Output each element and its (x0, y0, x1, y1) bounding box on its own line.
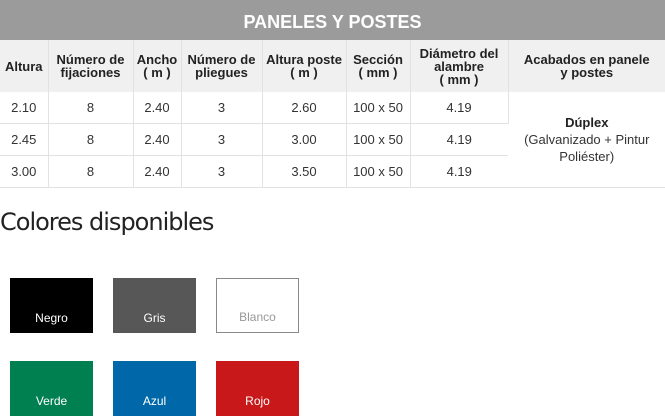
table-cell: 3.00 (262, 123, 347, 156)
header-line: Sección (353, 52, 403, 67)
table-row: 2.10 8 2.40 3 2.60 100 x 50 4.19 Dúplex (Galvani… (0, 92, 665, 188)
table-cell: 8 (48, 123, 134, 156)
header-line: ( mm ) (358, 65, 398, 80)
table-cell: 100 x 50 (346, 92, 411, 124)
table-cell: 2.40 (133, 155, 182, 188)
column-header: Diámetro del alambre( mm ) (410, 40, 509, 92)
swatch-label: Rojo (245, 394, 270, 408)
table-row: 2.45 8 2.40 3 3.00 100 x 50 4.19 (0, 123, 665, 156)
header-line: Número de (187, 52, 256, 67)
colors-heading: Colores disponibles (0, 208, 214, 236)
swatch-label: Verde (35, 394, 68, 408)
table-cell: 2.45 (0, 123, 49, 156)
table-cell: 3 (181, 92, 263, 124)
column-header: Acabados en panele y postes (508, 40, 665, 92)
header-line: Altura poste (266, 52, 342, 67)
table-cell: 3 (181, 123, 263, 156)
color-swatch-azul: Azul (113, 361, 196, 416)
table-row: 3.00 8 2.40 3 3.50 100 x 50 4.19 (0, 155, 665, 188)
table-cell: 2.10 (0, 92, 49, 124)
column-header: Sección( mm ) (346, 40, 411, 92)
header-line: Altura (4, 58, 43, 74)
header-line: fijaciones (60, 65, 121, 80)
specs-table: Altura Número de fijaciones Ancho( m ) Númer… (0, 40, 665, 188)
header-line: pliegues (195, 65, 248, 80)
swatch-label: Blanco (239, 310, 276, 324)
swatch-label: Gris (143, 311, 166, 325)
color-swatch-rojo: Rojo (216, 361, 299, 416)
column-header: Altura (0, 40, 49, 92)
swatch-label: Azul (142, 394, 167, 408)
table-cell: 3.00 (0, 155, 49, 188)
color-swatch-verde: Verde (10, 361, 93, 416)
header-line: Número de (56, 52, 125, 67)
color-swatch-blanco: Blanco (216, 278, 299, 333)
color-swatch-negro: Negro (10, 278, 93, 333)
finish-line: Poliéster) (559, 149, 615, 164)
finish-cell: Dúplex (Galvanizado + Pintur Poliéster) (508, 92, 665, 188)
swatch-label: Negro (35, 311, 68, 325)
table-cell: 8 (48, 92, 134, 124)
table-title: PANELES Y POSTES (0, 0, 665, 40)
table-cell: 4.19 (410, 155, 508, 188)
header-line: ( m ) (143, 65, 171, 80)
column-header: Ancho( m ) (133, 40, 182, 92)
finish-title: Dúplex (565, 115, 609, 130)
table-cell: 2.40 (133, 123, 182, 156)
table-cell: 2.40 (133, 92, 182, 124)
column-header: Número de fijaciones (48, 40, 134, 92)
table-cell: 8 (48, 155, 134, 188)
column-header: Número de pliegues (181, 40, 263, 92)
header-line: Diámetro del (419, 45, 499, 61)
table-cell: 100 x 50 (346, 155, 411, 188)
finish-line: (Galvanizado + Pintur (524, 132, 650, 147)
header-line: ( m ) (290, 65, 318, 80)
column-header: Altura poste( m ) (262, 40, 347, 92)
table-cell: 4.19 (410, 92, 509, 124)
header-line: y postes (560, 65, 614, 80)
header-line: Ancho (136, 52, 178, 67)
table-cell: 2.60 (262, 92, 347, 124)
table-cell: 4.19 (410, 123, 508, 156)
table-cell: 3 (181, 155, 263, 188)
color-swatch-gris: Gris (113, 278, 196, 333)
header-line: Acabados en panele (523, 52, 650, 67)
header-line: ( mm ) (439, 71, 479, 87)
table-cell: 3.50 (262, 155, 347, 188)
header-line: alambre (434, 58, 484, 74)
table-cell: 100 x 50 (346, 123, 411, 156)
